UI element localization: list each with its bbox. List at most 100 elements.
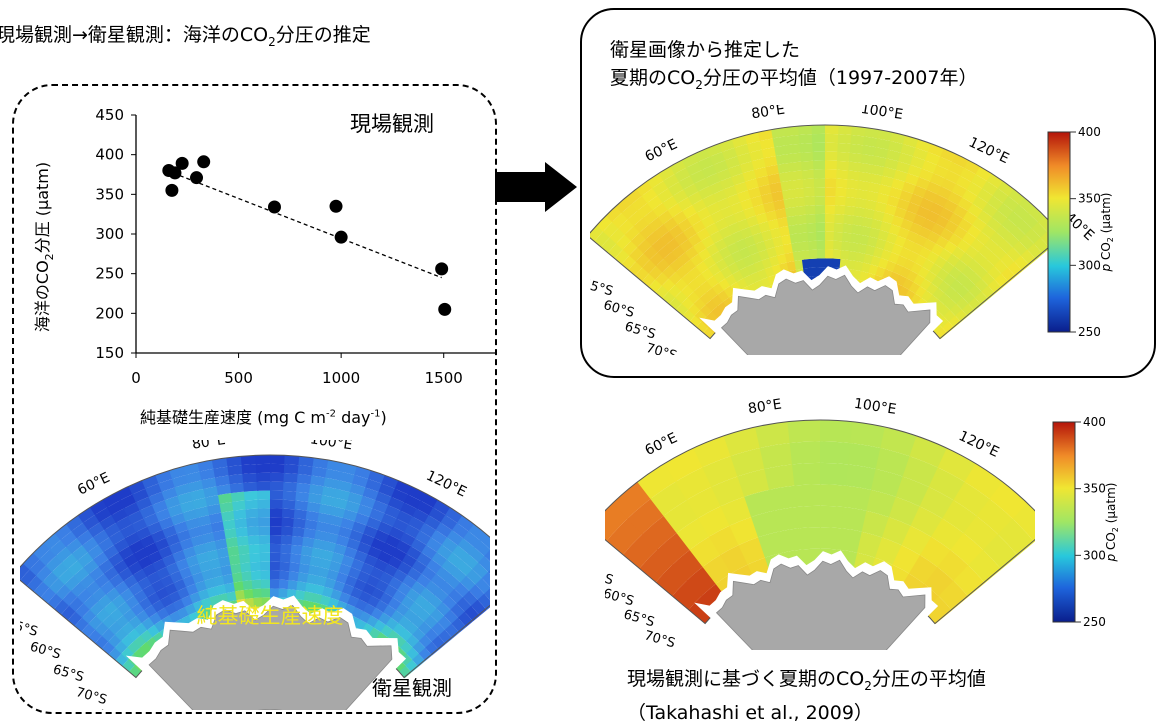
- map-cell: [861, 217, 874, 229]
- map-cell: [133, 547, 150, 562]
- map-cell: [850, 135, 866, 146]
- map-cell: [851, 224, 863, 235]
- map-cell: [235, 526, 250, 538]
- map-cell: [711, 294, 724, 307]
- map-cell: [128, 479, 147, 495]
- map-cell: [833, 222, 845, 233]
- map-cell: [162, 553, 178, 567]
- map-cell: [832, 258, 842, 268]
- map-cell: [270, 588, 280, 598]
- map-cell: [293, 509, 309, 520]
- map-cell: [203, 486, 220, 498]
- map-cell: [199, 523, 215, 536]
- lat-label: 55°S: [20, 617, 39, 640]
- map-cell: [218, 492, 234, 504]
- map-cell: [60, 530, 79, 547]
- lat-label: 55°S: [605, 565, 615, 588]
- map-cell: [753, 166, 769, 179]
- map-cell: [315, 521, 331, 533]
- map-cell: [226, 456, 244, 467]
- map-cell: [712, 189, 729, 203]
- lat-label: 75°S: [97, 708, 131, 710]
- map-cell: [336, 480, 354, 493]
- map-cell: [871, 468, 904, 498]
- map-cell: [734, 143, 751, 157]
- map-cell: [219, 501, 235, 513]
- map-cell: [306, 573, 319, 585]
- map-cell: [758, 184, 773, 196]
- map-cell: [888, 224, 902, 236]
- map-cell: [329, 515, 345, 527]
- map-cell: [805, 214, 817, 224]
- map-cell: [723, 426, 762, 457]
- map-cell: [338, 471, 357, 485]
- map-cell: [194, 506, 211, 518]
- map-cell: [839, 259, 849, 269]
- map-cell: [173, 520, 190, 534]
- map-cell: [118, 545, 135, 560]
- colorbar-tick-label: 250: [1078, 325, 1101, 339]
- map-cell: [820, 420, 855, 444]
- map-cell: [801, 258, 812, 269]
- map-cell: [858, 171, 873, 183]
- map-cell: [113, 537, 131, 553]
- map-cell: [749, 149, 766, 162]
- map-cell: [191, 571, 206, 584]
- map-cell: [961, 303, 975, 317]
- map-cell: [820, 484, 847, 508]
- map-cell: [742, 169, 758, 182]
- map-cell: [820, 462, 850, 486]
- map-cell: [641, 187, 659, 204]
- y-tick-label: 350: [95, 185, 124, 203]
- map-cell: [940, 178, 958, 193]
- map-cell: [674, 167, 692, 182]
- x-tick-label: 500: [224, 369, 253, 387]
- map-cell: [367, 546, 383, 560]
- map-cell: [802, 178, 816, 189]
- map-cell: [167, 503, 185, 517]
- map-cell: [886, 195, 901, 208]
- map-cell: [389, 526, 406, 541]
- map-cell: [317, 567, 331, 579]
- map-cell: [989, 481, 1029, 520]
- arrow-right-icon: [495, 162, 577, 212]
- data-point: [175, 156, 189, 170]
- map-cell: [789, 233, 801, 244]
- map-cell: [199, 468, 217, 481]
- map-cell: [289, 562, 301, 573]
- lat-label: 70°S: [642, 628, 676, 650]
- map-cell: [158, 516, 176, 530]
- map-cell: [346, 538, 362, 551]
- map-cell: [488, 570, 490, 574]
- lon-label: 100°E: [860, 105, 904, 123]
- map-cell: [481, 571, 490, 587]
- map-cell: [890, 132, 907, 145]
- map-cell: [204, 540, 218, 553]
- map-cell: [407, 486, 427, 502]
- map-cell: [156, 566, 171, 580]
- map-cell: [281, 526, 295, 537]
- map-cell: [786, 260, 797, 272]
- map-cell: [793, 196, 807, 207]
- map-cell: [756, 175, 771, 188]
- map-cell: [282, 499, 297, 510]
- map-cell: [955, 175, 973, 191]
- map-cell: [759, 442, 794, 469]
- map-cell: [774, 145, 790, 156]
- map-cell: [292, 518, 308, 529]
- map-cell: [868, 182, 882, 194]
- map-cell: [165, 562, 181, 576]
- map-cell: [774, 244, 786, 256]
- map-cell: [124, 531, 142, 547]
- map-cell: [333, 580, 347, 593]
- map-cell: [896, 161, 912, 174]
- lat-label: 60°S: [602, 298, 636, 321]
- map-cell: [311, 547, 325, 559]
- map-cell: [335, 535, 351, 548]
- map-cell: [392, 518, 410, 533]
- map-cell: [880, 427, 918, 457]
- map-cell: [859, 162, 875, 174]
- map-cell: [212, 529, 228, 542]
- map-cell: [766, 246, 778, 259]
- map-cell: [120, 523, 138, 539]
